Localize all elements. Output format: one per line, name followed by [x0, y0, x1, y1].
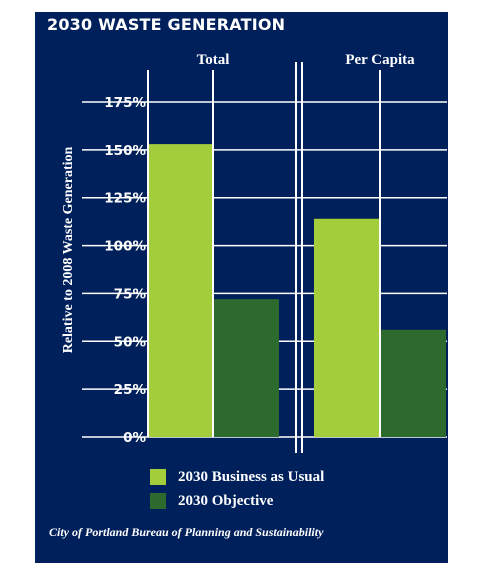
y-tick-label: 100% — [104, 239, 146, 255]
y-tick-label: 175% — [104, 95, 146, 111]
legend-item-business-as-usual: 2030 Business as Usual — [150, 465, 324, 489]
legend-item-objective: 2030 Objective — [150, 489, 324, 513]
bar-business-as-usual-per-capita — [314, 218, 380, 437]
y-tick-label: 125% — [104, 191, 146, 207]
legend-label-business-as-usual: 2030 Business as Usual — [178, 468, 325, 485]
panel-title-per-capita: Per Capita — [345, 52, 415, 68]
y-tick-label: 75% — [114, 286, 147, 302]
bar-business-as-usual-total — [148, 144, 214, 437]
legend-label-objective: 2030 Objective — [178, 492, 274, 509]
source-note: City of Portland Bureau of Planning and … — [49, 525, 324, 539]
legend-swatch-business-as-usual — [150, 469, 166, 485]
y-axis-label: Relative to 2008 Waste Generation — [61, 146, 76, 353]
bars — [148, 144, 446, 437]
panel-title-total: Total — [197, 52, 230, 68]
legend: 2030 Business as Usual 2030 Objective — [150, 465, 324, 513]
labels: Total Per Capita Relative to 2008 Waste … — [61, 52, 415, 446]
y-tick-label: 50% — [114, 334, 147, 350]
legend-swatch-objective — [150, 493, 166, 509]
bar-objective-total — [213, 299, 279, 437]
chart-title: 2030 WASTE GENERATION — [47, 15, 286, 34]
y-tick-label: 150% — [104, 143, 146, 159]
y-tick-label: 0% — [123, 430, 146, 446]
bar-objective-per-capita — [380, 329, 446, 437]
panel-lines — [147, 62, 381, 453]
y-tick-label: 25% — [114, 382, 147, 398]
